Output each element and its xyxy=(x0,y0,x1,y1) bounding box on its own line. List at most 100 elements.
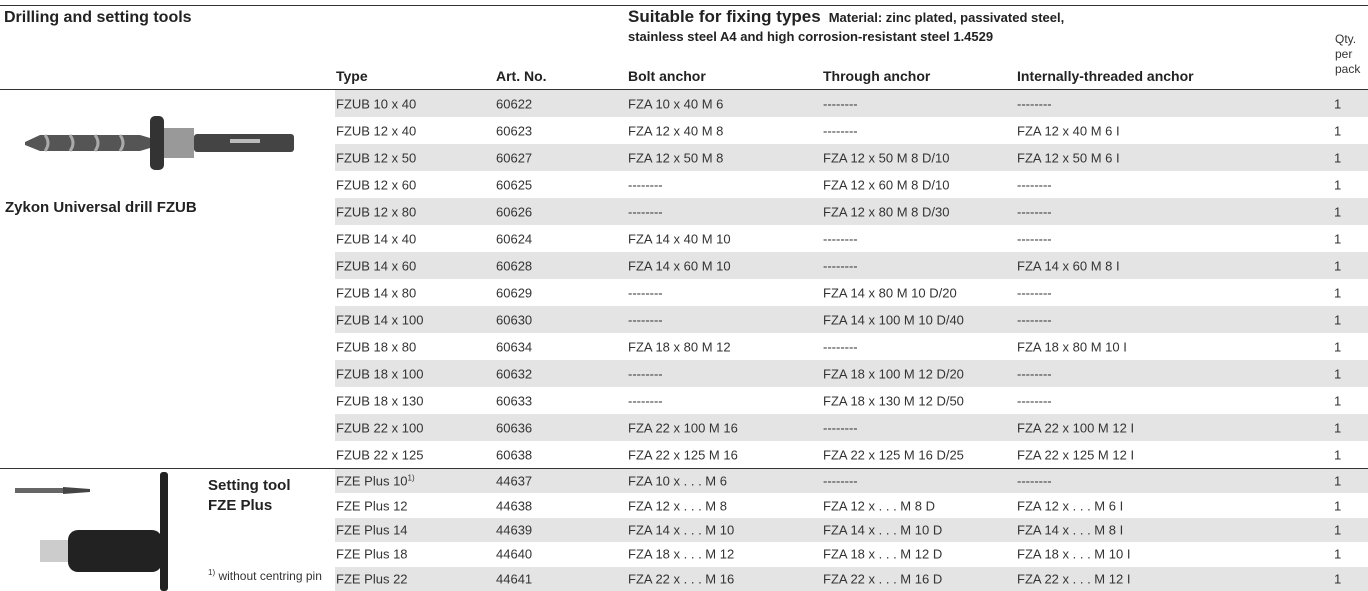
table-cell: FZA 22 x 125 M 12 I xyxy=(1017,447,1134,462)
cell-text: 1 xyxy=(1334,522,1342,538)
table-cell: -------- xyxy=(1017,312,1052,327)
table-cell: FZA 22 x . . . M 16 D xyxy=(823,571,942,586)
table-cell: 1 xyxy=(1334,231,1341,246)
cell-text: 60626 xyxy=(496,204,533,219)
cell-text: FZA 14 x 60 M 8 I xyxy=(1017,258,1120,273)
table-cell: 1 xyxy=(1334,522,1341,537)
cell-text: 60630 xyxy=(496,312,533,327)
cell-text: FZA 22 x 125 M 16 xyxy=(628,447,738,462)
table-cell: 1 xyxy=(1334,177,1341,192)
cell-text: FZA 22 x . . . M 16 D xyxy=(823,571,943,587)
table-cell: 44641 xyxy=(496,571,532,586)
column-header: Type xyxy=(336,68,368,84)
table-cell: FZA 22 x . . . M 16 xyxy=(628,571,734,586)
cell-text: FZA 12 x 40 M 8 xyxy=(628,123,724,138)
table-row: FZUB 12 x 40 60623 FZA 12 x 40 M 8 --------… xyxy=(335,117,1368,144)
cell-text: FZUB 22 x 125 xyxy=(336,447,424,462)
material-line: Material: zinc plated, passivated steel, xyxy=(828,10,1065,25)
cell-text: 1 xyxy=(1334,366,1342,381)
table-cell: 1 xyxy=(1334,474,1341,489)
table-cell: 60634 xyxy=(496,339,532,354)
table-cell: 44639 xyxy=(496,522,532,537)
cell-text: 1 xyxy=(1334,177,1342,192)
suitable-header: Suitable for fixing types Material: zinc … xyxy=(628,7,1064,27)
cell-text: 60638 xyxy=(496,447,533,462)
cell-text: FZUB 14 x 40 xyxy=(336,231,417,246)
table-cell: -------- xyxy=(823,123,858,138)
table-cell: FZUB 14 x 80 xyxy=(336,285,416,300)
table-cell: FZUB 12 x 80 xyxy=(336,204,416,219)
table-cell: -------- xyxy=(1017,204,1052,219)
cell-text: 44638 xyxy=(496,498,533,514)
table-cell: -------- xyxy=(628,204,663,219)
table-cell: FZA 14 x 40 M 10 xyxy=(628,231,731,246)
cell-text: -------- xyxy=(823,231,858,246)
cell-text: FZA 12 x 50 M 8 D/10 xyxy=(823,150,950,165)
cell-text: 60634 xyxy=(496,339,533,354)
table-cell: -------- xyxy=(1017,231,1052,246)
title: Drilling and setting tools xyxy=(4,9,192,26)
cell-text: FZUB 14 x 60 xyxy=(336,258,417,273)
cell-text: 60627 xyxy=(496,150,533,165)
table-cell: 44640 xyxy=(496,547,532,562)
cell-text: FZUB 18 x 100 xyxy=(336,366,424,381)
cell-text: -------- xyxy=(823,96,858,111)
cell-text: FZA 22 x 125 M 16 D/25 xyxy=(823,447,964,462)
table-cell: 60630 xyxy=(496,312,532,327)
cell-text: 60628 xyxy=(496,258,533,273)
group-rule xyxy=(0,468,1368,469)
cell-text: FZUB 18 x 130 xyxy=(336,393,424,408)
cell-text: -------- xyxy=(1017,177,1052,192)
table-row: FZUB 12 x 60 60625 -------- FZA 12 x 60 M 8… xyxy=(335,171,1368,198)
table-cell: FZA 14 x . . . M 8 I xyxy=(1017,522,1123,537)
table-row: FZE Plus 12 44638 FZA 12 x . . . M 8 FZA 12… xyxy=(335,493,1368,517)
cell-text: -------- xyxy=(1017,204,1052,219)
cell-text: FZE Plus 18 xyxy=(336,546,408,562)
table-cell: FZA 22 x 100 M 12 I xyxy=(1017,420,1134,435)
cell-text: FZA 12 x . . . M 6 I xyxy=(1017,498,1124,514)
table-row: FZUB 18 x 80 60634 FZA 18 x 80 M 12 -------… xyxy=(335,333,1368,360)
table-cell: 1 xyxy=(1334,96,1341,111)
cell-text: FZA 12 x 60 M 8 D/10 xyxy=(823,177,950,192)
table-cell: FZE Plus 14 xyxy=(336,522,408,537)
cell-text: FZA 14 x 100 M 10 D/40 xyxy=(823,312,964,327)
cell-text: 1 xyxy=(1334,150,1342,165)
cell-text: FZA 18 x . . . M 10 I xyxy=(1017,546,1131,562)
table-cell: -------- xyxy=(1017,474,1052,489)
cell-text: FZA 10 x . . . M 6 xyxy=(628,473,727,489)
footnote: 1) without centring pin xyxy=(208,568,322,583)
table-row: FZUB 18 x 130 60633 -------- FZA 18 x 130 M… xyxy=(335,387,1368,414)
table-row: FZUB 14 x 80 60629 -------- FZA 14 x 80 M 1… xyxy=(335,279,1368,306)
table-cell: FZA 22 x 100 M 16 xyxy=(628,420,738,435)
cell-text: FZUB 12 x 80 xyxy=(336,204,417,219)
table-cell: FZA 18 x . . . M 12 D xyxy=(823,547,942,562)
cell-text: FZA 18 x 80 M 12 xyxy=(628,339,731,354)
cell-text: -------- xyxy=(823,123,858,138)
cell-text: 1 xyxy=(1334,339,1342,354)
cell-text: -------- xyxy=(1017,473,1052,489)
cell-text: 1 xyxy=(1334,546,1342,562)
table-cell: FZA 14 x 80 M 10 D/20 xyxy=(823,285,957,300)
header-rule xyxy=(0,89,1368,90)
table-row: FZE Plus 18 44640 FZA 18 x . . . M 12 FZA 1… xyxy=(335,542,1368,566)
table-row: FZUB 18 x 100 60632 -------- FZA 18 x 100 M… xyxy=(335,360,1368,387)
cell-text: FZUB 18 x 80 xyxy=(336,339,417,354)
table-cell: 1 xyxy=(1334,258,1341,273)
cell-text: 44639 xyxy=(496,522,533,538)
table-cell: FZA 12 x . . . M 6 I xyxy=(1017,498,1123,513)
table-cell: -------- xyxy=(823,96,858,111)
cell-text: FZA 14 x . . . M 8 I xyxy=(1017,522,1124,538)
cell-text: -------- xyxy=(628,177,663,192)
table-cell: 60627 xyxy=(496,150,532,165)
table-cell: -------- xyxy=(1017,177,1052,192)
cell-text: FZA 18 x 100 M 12 D/20 xyxy=(823,366,964,381)
cell-text: FZE Plus 14 xyxy=(336,522,408,538)
table-cell: FZA 10 x . . . M 6 xyxy=(628,474,727,489)
cell-text: FZUB 12 x 40 xyxy=(336,123,417,138)
cell-text: FZA 14 x . . . M 10 xyxy=(628,522,735,538)
cell-text: 1 xyxy=(1334,571,1342,587)
table-cell: FZA 18 x 100 M 12 D/20 xyxy=(823,366,964,381)
cell-text: FZA 18 x . . . M 12 D xyxy=(823,546,943,562)
footnote-text: without centring pin xyxy=(218,569,322,583)
table-cell: 44638 xyxy=(496,498,532,513)
